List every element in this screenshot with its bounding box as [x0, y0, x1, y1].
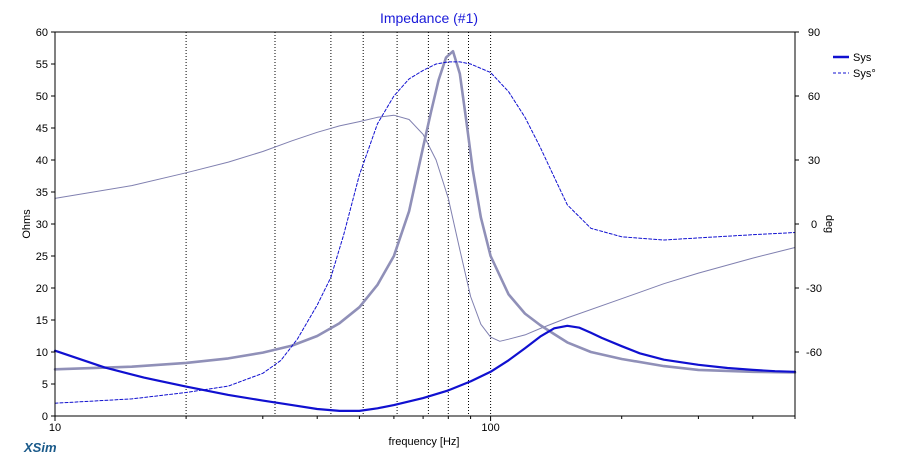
- y2-tick-label: 90: [808, 27, 820, 39]
- y-tick-label: 55: [36, 59, 48, 71]
- y-tick-label: 5: [42, 379, 48, 391]
- x-tick-label: 100: [481, 422, 499, 434]
- app-brand-logo: XSim: [23, 440, 57, 455]
- y-tick-label: 35: [36, 187, 48, 199]
- chart-title: Impedance (#1): [380, 10, 478, 26]
- series-layer: [53, 49, 797, 412]
- series-line-reference-2: [53, 49, 797, 374]
- x-tick-label: 10: [49, 422, 61, 434]
- series-line-sys-impedance: [53, 324, 797, 412]
- grid-layer: [185, 32, 492, 416]
- legend: Sys Sys°: [833, 52, 876, 80]
- y2-tick-label: 30: [808, 155, 820, 167]
- y-tick-label: 15: [36, 315, 48, 327]
- y2-axis-label: deg: [823, 215, 835, 233]
- y-tick-label: 45: [36, 123, 48, 135]
- y2-tick-label: 0: [811, 219, 817, 231]
- y-tick-label: 30: [36, 219, 48, 231]
- y-tick-label: 60: [36, 27, 48, 39]
- y2-tick-label: -60: [806, 347, 822, 359]
- y-tick-label: 40: [36, 155, 48, 167]
- series-line-reference-3: [54, 114, 796, 342]
- y-tick-label: 50: [36, 91, 48, 103]
- y-axis-label: Ohms: [21, 209, 33, 239]
- y-tick-label: 25: [36, 251, 48, 263]
- y2-tick-label: -30: [806, 283, 822, 295]
- y-tick-label: 20: [36, 283, 48, 295]
- y-tick-label: 10: [36, 347, 48, 359]
- y2-tick-label: 60: [808, 91, 820, 103]
- tick-layer: 0 5 10 15 20 25 30 35 40 45 50 55 60 -60 -30 0 30 60 90 10 1…: [36, 27, 822, 434]
- series-line-sys-phase: [54, 61, 796, 404]
- legend-item-sys: Sys: [853, 52, 872, 64]
- y-tick-label: 0: [42, 411, 48, 423]
- legend-item-sys-phase: Sys°: [853, 68, 876, 80]
- x-axis-label: frequency [Hz]: [389, 436, 460, 448]
